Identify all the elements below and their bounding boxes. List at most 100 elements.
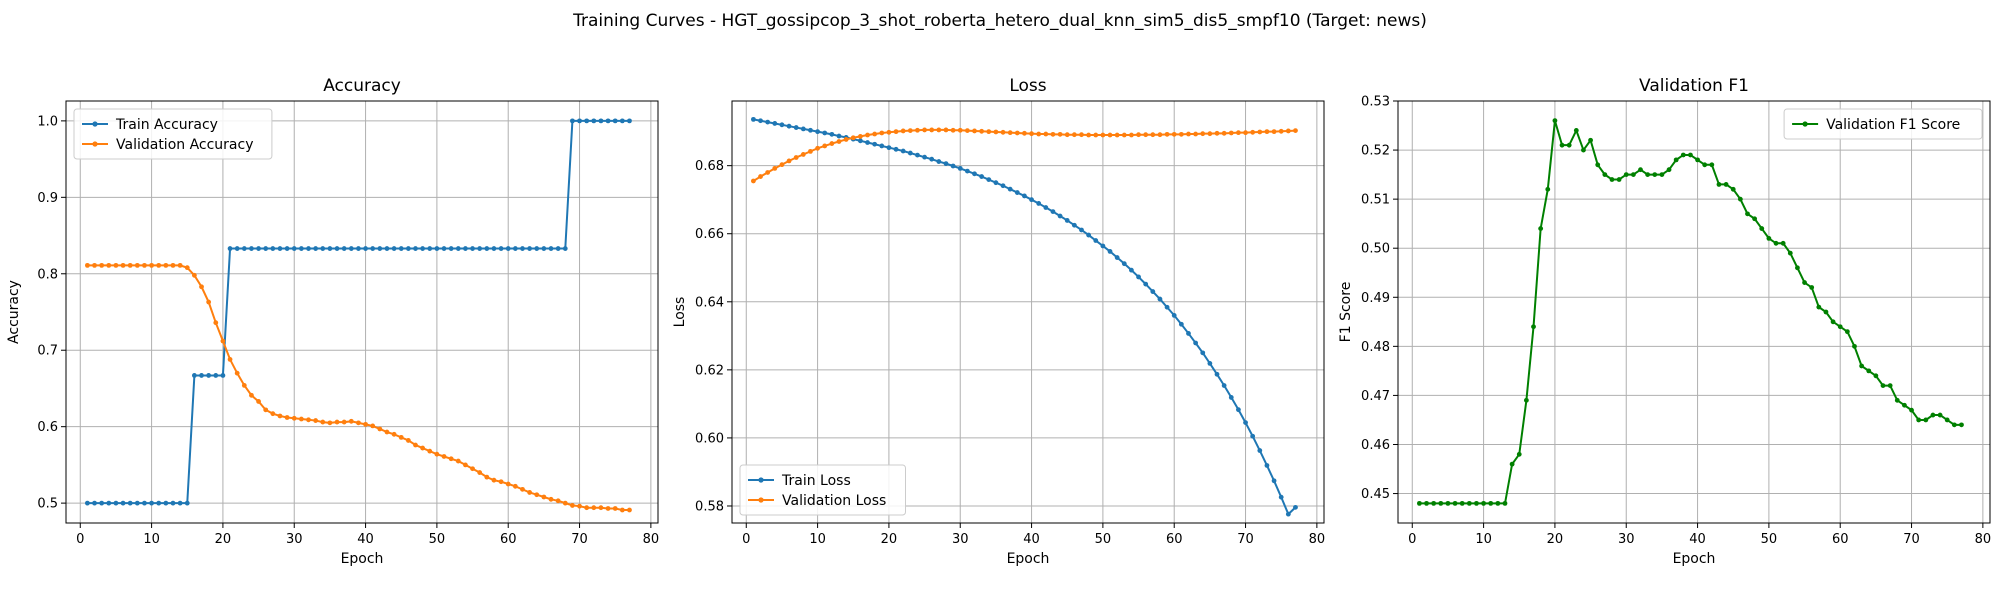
data-point — [1193, 340, 1199, 346]
data-point — [1200, 350, 1206, 356]
data-point — [1257, 448, 1263, 453]
data-point — [872, 141, 878, 147]
data-point — [1171, 313, 1177, 318]
data-point — [605, 118, 611, 124]
x-axis-label: Epoch — [1673, 551, 1716, 567]
data-point — [1951, 422, 1957, 428]
data-point — [213, 373, 219, 378]
data-point — [1466, 500, 1472, 506]
data-point — [758, 174, 763, 179]
data-point — [434, 246, 440, 251]
data-point — [900, 128, 906, 134]
data-point — [420, 445, 426, 451]
data-point — [184, 500, 190, 506]
data-point — [1100, 243, 1106, 249]
chart-title: Accuracy — [323, 76, 401, 96]
data-point — [1823, 309, 1829, 315]
data-point — [298, 246, 304, 251]
x-tick-label: 70 — [1903, 532, 1920, 547]
chart-title: Loss — [1009, 76, 1046, 96]
y-tick-label: 0.68 — [695, 159, 724, 174]
data-point — [163, 262, 169, 268]
data-point — [1481, 500, 1486, 506]
data-point — [1150, 132, 1156, 138]
data-point — [327, 246, 333, 251]
data-point — [263, 246, 269, 251]
data-point — [1923, 417, 1929, 423]
data-point — [348, 246, 354, 251]
data-point — [220, 373, 226, 378]
data-point — [491, 246, 497, 251]
data-point — [865, 140, 870, 145]
data-point — [584, 118, 590, 124]
data-point — [800, 152, 806, 157]
data-point — [470, 466, 475, 472]
data-point — [413, 246, 418, 251]
data-point — [398, 246, 404, 251]
data-point — [1609, 177, 1615, 182]
data-point — [384, 429, 390, 435]
legend-box — [73, 108, 273, 160]
data-point — [850, 135, 856, 141]
data-point — [957, 127, 963, 133]
y-tick-label: 0.46 — [1361, 438, 1390, 453]
y-tick-label: 0.52 — [1361, 144, 1390, 159]
data-point — [541, 494, 547, 500]
x-tick-label: 50 — [1761, 532, 1778, 547]
plot-frame — [65, 100, 659, 524]
legend-label: Validation Accuracy — [116, 137, 254, 153]
data-point — [413, 442, 418, 448]
data-point — [191, 272, 197, 278]
data-point — [149, 500, 154, 506]
data-point — [512, 483, 518, 489]
data-point — [1459, 500, 1465, 506]
data-point — [786, 158, 792, 164]
data-point — [765, 170, 771, 175]
data-point — [134, 262, 140, 268]
data-point — [306, 417, 311, 423]
data-point — [1243, 130, 1248, 136]
x-tick-label: 60 — [1832, 532, 1849, 547]
data-point — [1100, 132, 1106, 138]
data-point — [765, 119, 771, 125]
data-point — [127, 500, 133, 506]
data-point — [929, 156, 935, 162]
data-point — [1221, 130, 1227, 136]
data-point — [1043, 205, 1049, 210]
data-point — [1186, 331, 1191, 336]
data-point — [829, 131, 835, 137]
data-point — [241, 246, 247, 251]
data-point — [1873, 373, 1879, 379]
data-point — [113, 500, 119, 506]
data-point — [427, 448, 433, 454]
data-point — [156, 262, 162, 268]
data-point — [370, 246, 376, 251]
data-point — [548, 496, 554, 502]
y-axis-label: Accuracy — [6, 280, 22, 344]
data-point — [1007, 130, 1013, 136]
data-point — [857, 133, 863, 139]
data-point — [1079, 132, 1084, 138]
data-point — [1178, 321, 1184, 327]
data-point — [527, 246, 533, 251]
data-point — [562, 500, 568, 506]
x-tick-label: 40 — [1689, 532, 1706, 547]
data-point — [1228, 130, 1234, 136]
data-point — [1852, 343, 1857, 349]
data-point — [1595, 162, 1601, 168]
data-point — [1057, 213, 1063, 219]
data-point — [298, 416, 304, 422]
data-point — [1716, 182, 1722, 187]
data-point — [363, 421, 368, 427]
data-point — [405, 246, 411, 251]
x-tick-label: 60 — [500, 532, 517, 547]
data-point — [520, 246, 525, 251]
data-point — [936, 127, 942, 133]
y-tick-label: 0.7 — [37, 344, 58, 359]
data-point — [334, 246, 340, 251]
data-point — [142, 262, 147, 268]
data-point — [1114, 132, 1120, 138]
data-point — [758, 118, 763, 124]
data-point — [1552, 118, 1558, 124]
data-point — [1257, 129, 1263, 135]
